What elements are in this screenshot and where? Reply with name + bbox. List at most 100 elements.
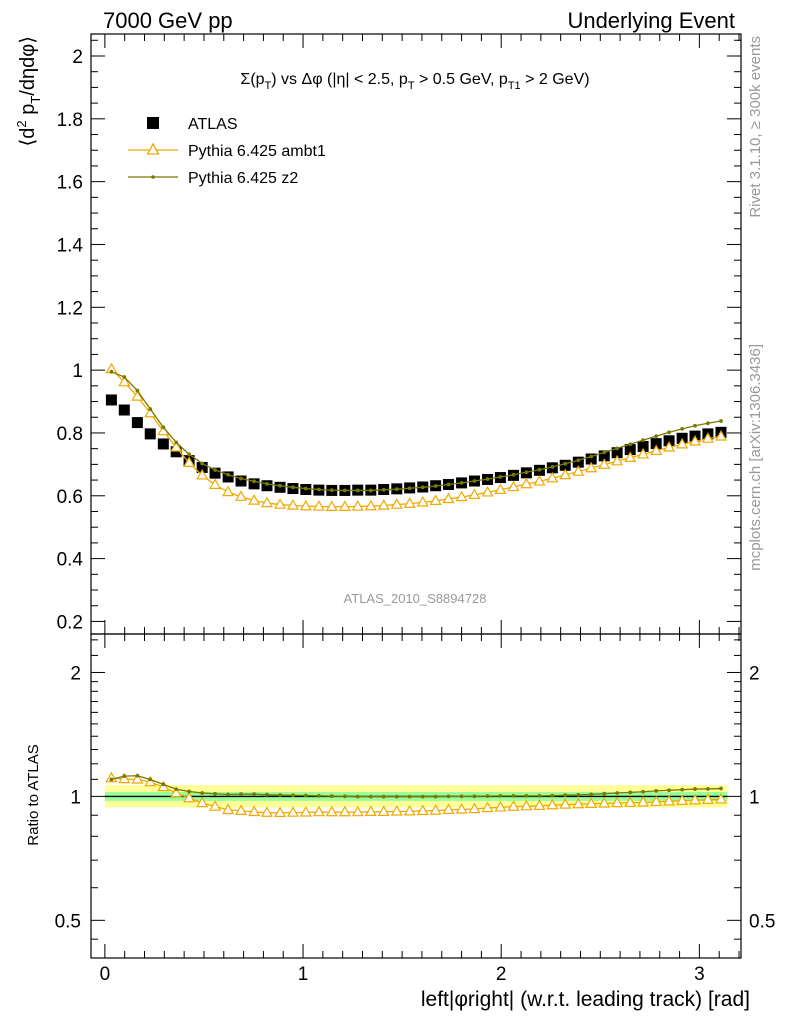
z2-data-point bbox=[641, 438, 646, 443]
ambt1-data-point bbox=[416, 495, 429, 507]
x-tick-label: 0 bbox=[100, 964, 111, 985]
ratio-ambt1-data-point bbox=[234, 804, 248, 815]
ambt1-data-point bbox=[598, 458, 611, 469]
ratio-z2-data-point bbox=[239, 792, 243, 797]
z2-data-point bbox=[446, 482, 451, 487]
ratio-ambt1-data-point bbox=[688, 793, 702, 805]
z2-data-point bbox=[420, 485, 425, 490]
ratio-z2-data-point bbox=[537, 793, 542, 798]
z2-data-point bbox=[693, 423, 697, 428]
ambt1-data-point bbox=[364, 499, 377, 511]
ambt1-data-point bbox=[183, 456, 196, 467]
rivet-label: Rivet 3.1.10, ≥ 300k events bbox=[747, 36, 764, 218]
z2-data-point bbox=[368, 488, 373, 493]
ratio-z2-data-point bbox=[472, 794, 477, 799]
legend-marker-atlas bbox=[147, 117, 159, 129]
ratio-z2-data-point bbox=[278, 793, 282, 797]
ambt1-data-point bbox=[688, 435, 702, 446]
y-tick-label: 1 bbox=[72, 361, 83, 382]
ratio-ambt1-data-point bbox=[442, 803, 455, 815]
ratio-ambt1-data-point bbox=[572, 797, 585, 809]
z2-data-point bbox=[589, 454, 594, 459]
ratio-z2-data-point bbox=[602, 791, 607, 796]
ambt1-data-point bbox=[559, 468, 572, 480]
ratio-ambt1-data-point bbox=[131, 772, 144, 784]
z2-data-point bbox=[200, 461, 205, 466]
ambt1-data-point bbox=[533, 474, 546, 486]
ratio-z2-data-point bbox=[459, 794, 464, 799]
x-axis-label: left|φright| (w.r.t. leading track) [rad… bbox=[421, 988, 750, 1011]
z2-line bbox=[111, 371, 722, 492]
z2-data-point bbox=[628, 442, 633, 447]
atlas-data-point bbox=[131, 417, 143, 429]
ambt1-data-point bbox=[351, 500, 364, 511]
ambt1-data-point bbox=[572, 465, 585, 476]
main-series-layer bbox=[105, 362, 728, 511]
ambt1-data-point bbox=[209, 478, 222, 489]
atlas-data-point bbox=[248, 478, 260, 490]
ratio-ambt1-data-point bbox=[196, 796, 209, 808]
legend: ATLAS Pythia 6.425 ambt1 Pythia 6.425 z2 bbox=[128, 116, 326, 187]
ratio-z2-data-point bbox=[589, 792, 594, 797]
ambt1-data-point bbox=[494, 483, 507, 495]
z2-data-point bbox=[485, 477, 490, 482]
ratio-ambt1-data-point bbox=[416, 804, 429, 816]
atlas-data-point bbox=[663, 435, 675, 447]
ambt1-data-point bbox=[338, 500, 351, 511]
ratio-ambt1-data-point bbox=[299, 805, 312, 817]
ratio-z2-data-point bbox=[693, 787, 697, 791]
ratio-z2-data-point bbox=[615, 791, 620, 795]
z2-data-point bbox=[355, 488, 360, 493]
ratio-z2-data-point bbox=[148, 777, 153, 782]
ambt1-data-point bbox=[234, 490, 248, 501]
y-tick-label: 0.2 bbox=[57, 612, 83, 633]
ratio-z2-data-point bbox=[316, 793, 321, 798]
z2-data-point bbox=[291, 485, 295, 490]
ambt1-data-point bbox=[131, 390, 144, 401]
x-tick-label: 3 bbox=[694, 964, 705, 985]
atlas-data-point bbox=[611, 447, 623, 459]
ratio-z2-data-point bbox=[109, 777, 114, 782]
z2-data-point bbox=[174, 440, 179, 445]
header-left: 7000 GeV pp bbox=[103, 8, 233, 33]
z2-data-point bbox=[719, 419, 723, 423]
z2-data-point bbox=[433, 484, 438, 488]
ratio-ambt1-data-point bbox=[714, 792, 728, 804]
ratio-z2-data-point bbox=[719, 786, 723, 791]
ambt1-data-point bbox=[481, 485, 494, 497]
z2-data-point bbox=[654, 434, 659, 438]
ambt1-data-point bbox=[611, 454, 624, 466]
ambt1-data-point bbox=[455, 490, 468, 502]
z2-data-point bbox=[615, 446, 620, 451]
ambt1-data-point bbox=[170, 440, 183, 452]
ratio-ambt1-data-point bbox=[546, 798, 559, 810]
z2-data-point bbox=[122, 375, 127, 379]
ratio-z2-data-point bbox=[342, 794, 347, 799]
y-tick-label: 0.8 bbox=[57, 424, 83, 445]
y-tick-label: 1.4 bbox=[57, 235, 84, 256]
ambt1-data-point bbox=[222, 485, 235, 497]
y-tick-label: 1.2 bbox=[57, 298, 83, 319]
z2-data-point bbox=[381, 487, 386, 492]
ambt1-data-point bbox=[299, 499, 312, 511]
ratio-ambt1-data-point bbox=[455, 802, 468, 814]
ratio-z2-data-point bbox=[291, 793, 295, 798]
ambt1-line bbox=[110, 368, 722, 508]
mcplots-label: mcplots.cern.ch [arXiv:1306.3436] bbox=[747, 344, 764, 571]
ratio-z2-data-point bbox=[511, 793, 516, 798]
ratio-ambt1-data-point bbox=[222, 803, 235, 815]
atlas-data-point bbox=[650, 438, 662, 450]
z2-data-point bbox=[472, 479, 477, 483]
main-axes: 0.2 0.4 0.6 0.8 1 1.2 1.4 1.6 1.8 2 bbox=[57, 33, 742, 635]
ratio-z2-data-point bbox=[524, 793, 529, 798]
z2-data-point bbox=[537, 467, 542, 472]
watermark: ATLAS_2010_S8894728 bbox=[344, 591, 487, 606]
ambt1-data-point bbox=[118, 375, 131, 387]
ambt1-data-point bbox=[468, 488, 481, 500]
ambt1-data-point bbox=[442, 492, 455, 504]
ratio-z2-data-point bbox=[680, 787, 685, 792]
ratio-z2-data-point bbox=[329, 794, 334, 799]
ratio-z2-data-point bbox=[628, 790, 633, 795]
atlas-data-point bbox=[598, 450, 610, 462]
